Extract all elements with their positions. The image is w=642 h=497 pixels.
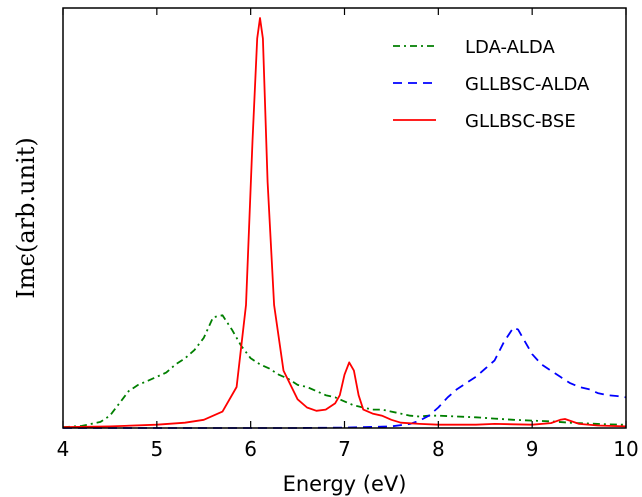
legend-label-gllbsc-bse: GLLBSC-BSE [465,111,576,132]
legend-label-gllbsc-alda: GLLBSC-ALDA [465,74,590,95]
x-tick-label-8: 8 [432,437,445,461]
x-tick-label-6: 6 [244,437,257,461]
x-tick-label-4: 4 [57,437,70,461]
legend-label-lda-alda: LDA-ALDA [465,37,555,58]
x-tick-label-9: 9 [526,437,539,461]
legend: LDA-ALDA GLLBSC-ALDA GLLBSC-BSE [393,37,590,132]
x-tick-label-7: 7 [338,437,351,461]
x-tick-label-10: 10 [613,437,638,461]
plot-frame [62,7,627,429]
series-line-gllbsc-alda [63,326,627,429]
axis-ticks [62,8,627,428]
x-tick-label-5: 5 [150,437,163,461]
y-axis-label: Imϵ(arb.unit) [12,137,40,298]
x-axis-label: Energy (eV) [283,472,407,496]
x-tick-labels: 4 5 6 7 8 9 10 [57,437,639,461]
series-line-lda-alda [62,314,627,429]
